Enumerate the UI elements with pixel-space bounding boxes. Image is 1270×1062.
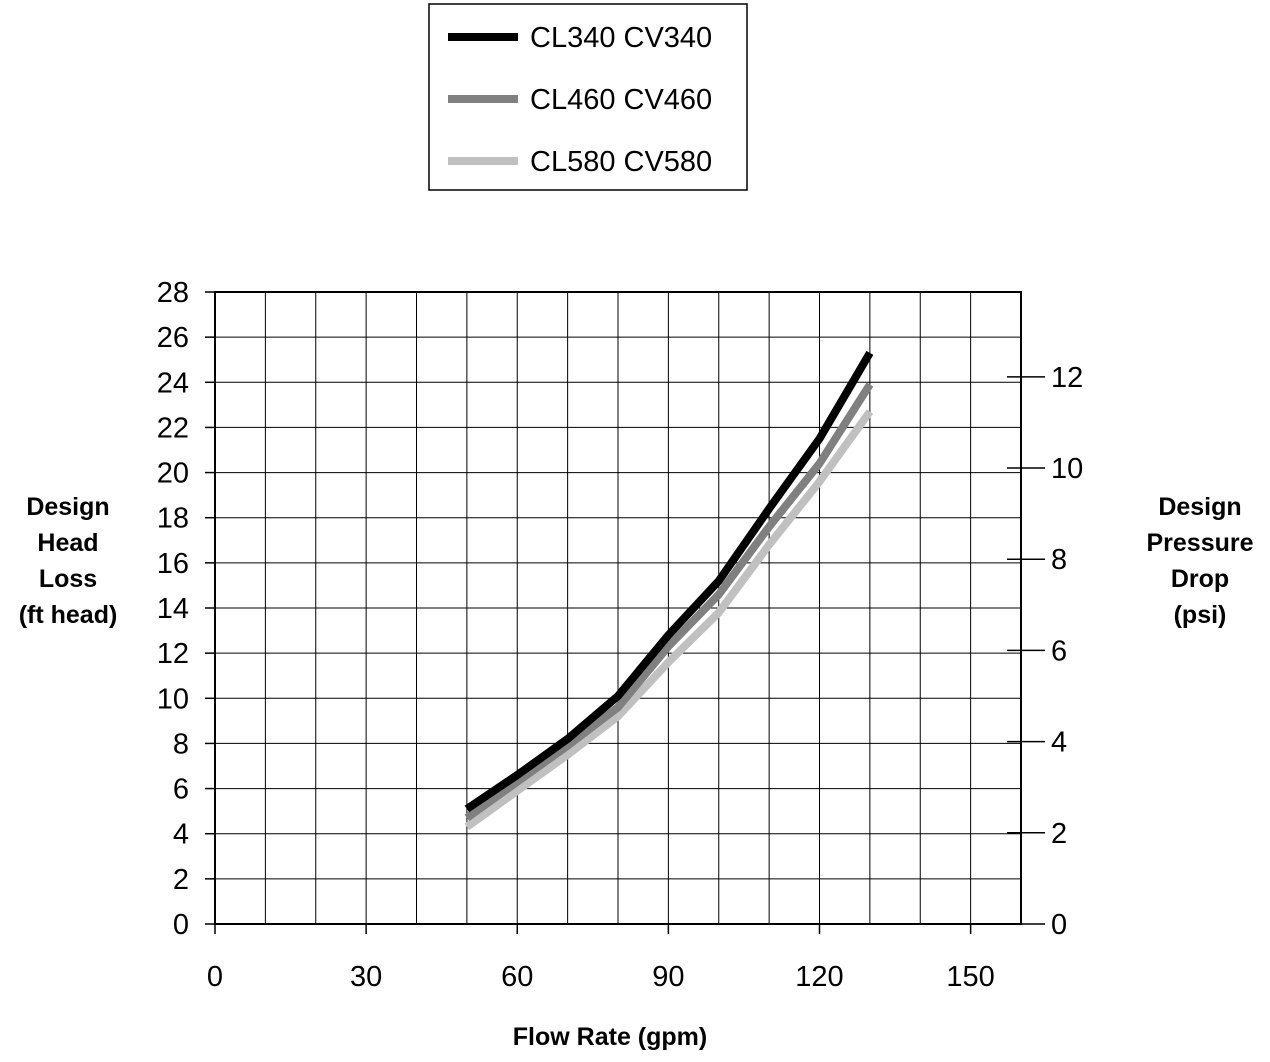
y-tick-label: 14 <box>157 593 189 625</box>
x-axis: 0 30 60 90 120 150 <box>207 924 995 993</box>
y2-tick-label: 4 <box>1051 727 1067 759</box>
y-tick-label: 2 <box>173 864 189 896</box>
y-tick-label: 10 <box>157 683 189 715</box>
series-line <box>464 382 874 822</box>
y2-axis-title: Design Pressure Drop (psi) <box>1146 493 1253 629</box>
y-tick-label: 26 <box>157 322 189 354</box>
y-tick-label: 28 <box>157 277 189 309</box>
x-axis-title: Flow Rate (gpm) <box>513 1023 707 1051</box>
grid <box>214 291 1022 925</box>
y2-tick-label: 2 <box>1051 818 1067 850</box>
y2-axis-title-line: Design <box>1158 493 1241 521</box>
x-tick-label: 0 <box>207 961 223 993</box>
y2-tick-label: 6 <box>1051 635 1067 667</box>
legend-label: CL340 CV340 <box>530 22 712 54</box>
y-axis-title-line: Loss <box>39 565 97 593</box>
y-axis-title-line: Design <box>26 493 109 521</box>
y2-tick-label: 12 <box>1051 362 1083 394</box>
y-tick-label: 4 <box>173 819 189 851</box>
legend-label: CL460 CV460 <box>530 84 712 116</box>
x-tick-label: 30 <box>350 961 382 993</box>
legend-label: CL580 CV580 <box>530 146 712 178</box>
y2-tick-label: 10 <box>1051 453 1083 485</box>
y2-tick-label: 0 <box>1051 909 1067 941</box>
y-axis-title-line: Head <box>37 529 98 557</box>
series-layer <box>464 350 874 831</box>
y-tick-label: 16 <box>157 548 189 580</box>
y-tick-label: 22 <box>157 412 189 444</box>
y2-axis-title-line: Pressure <box>1146 529 1253 557</box>
y-axis-title-line: (ft head) <box>19 601 118 629</box>
series-line <box>464 350 874 813</box>
y-tick-label: 8 <box>173 728 189 760</box>
y-axis-title: Design Head Loss (ft head) <box>19 493 118 629</box>
x-tick-label: 90 <box>652 961 684 993</box>
y-tick-label: 20 <box>157 458 189 490</box>
x-tick-label: 150 <box>946 961 994 993</box>
y-tick-label: 6 <box>173 774 189 806</box>
x-tick-label: 60 <box>501 961 533 993</box>
y2-axis-title-line: Drop <box>1171 565 1229 593</box>
y-tick-label: 18 <box>157 503 189 535</box>
legend: CL340 CV340 CL460 CV460 CL580 CV580 <box>428 3 748 191</box>
y-tick-label: 24 <box>157 367 189 399</box>
y-axis-right: 0 2 4 6 8 10 12 <box>1007 362 1083 941</box>
x-tick-label: 120 <box>795 961 843 993</box>
y-tick-label: 0 <box>173 909 189 941</box>
y-tick-label: 12 <box>157 638 189 670</box>
series-line <box>464 409 874 831</box>
y2-axis-title-line: (psi) <box>1174 601 1227 629</box>
y2-tick-label: 8 <box>1051 544 1067 576</box>
